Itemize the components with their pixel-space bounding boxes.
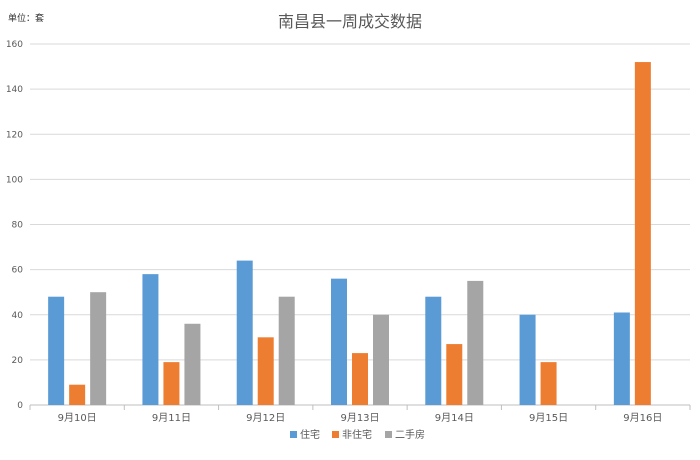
bar-非住宅: [352, 353, 368, 405]
bar-住宅: [236, 260, 253, 405]
bar-非住宅: [163, 362, 180, 405]
chart-title: 南昌县一周成交数据: [277, 12, 422, 31]
bar-住宅: [48, 296, 65, 405]
legend-swatch-二手房: [385, 431, 392, 438]
y-tick-label: 160: [6, 40, 23, 50]
legend-label: 非住宅: [342, 428, 372, 441]
bar-非住宅: [446, 344, 463, 405]
bar-住宅: [331, 278, 347, 405]
x-tick-label: 9月10日: [58, 412, 97, 424]
bar-住宅: [519, 314, 536, 405]
bar-二手房: [184, 323, 201, 405]
legend-label: 二手房: [395, 428, 425, 441]
y-tick-label: 80: [12, 221, 24, 231]
bar-二手房: [278, 296, 295, 405]
y-tick-label: 60: [12, 266, 24, 276]
legend-swatch-住宅: [290, 431, 297, 438]
bar-非住宅: [634, 62, 651, 406]
y-tick-label: 40: [12, 311, 24, 321]
bar-住宅: [613, 312, 630, 405]
y-tick-label: 20: [12, 356, 24, 366]
x-tick-label: 9月12日: [246, 412, 285, 424]
bar-二手房: [467, 280, 484, 405]
legend-label: 住宅: [300, 428, 320, 441]
x-tick-label: 9月15日: [529, 412, 568, 424]
x-tick-label: 9月14日: [435, 412, 474, 424]
bar-非住宅: [540, 362, 557, 405]
x-tick-label: 9月13日: [340, 412, 379, 424]
legend-swatch-非住宅: [332, 431, 339, 438]
y-tick-label: 0: [17, 401, 23, 411]
y-tick-label: 120: [6, 130, 23, 140]
bar-住宅: [425, 296, 442, 405]
y-tick-label: 100: [6, 175, 23, 185]
bar-非住宅: [257, 337, 274, 405]
x-tick-label: 9月11日: [152, 412, 191, 424]
y-tick-label: 140: [6, 85, 23, 95]
bar-住宅: [142, 274, 159, 405]
bar-二手房: [373, 314, 389, 405]
bar-非住宅: [69, 384, 86, 405]
x-tick-label: 9月16日: [623, 412, 662, 424]
bar-二手房: [90, 292, 107, 405]
unit-label: 单位：套: [8, 14, 45, 24]
